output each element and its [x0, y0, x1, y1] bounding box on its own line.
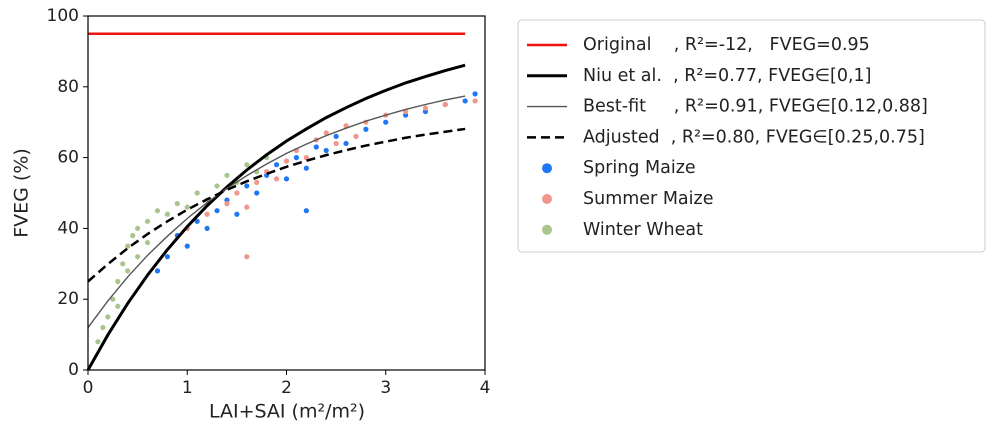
scatter-point: [100, 324, 106, 331]
x-tick-label: 4: [480, 378, 491, 398]
scatter-point: [273, 162, 280, 168]
scatter-point: [303, 208, 309, 214]
scatter-point: [130, 232, 136, 239]
scatter-point: [164, 211, 170, 217]
scatter-point: [184, 243, 190, 249]
scatter-point: [254, 179, 260, 185]
legend-label: Summer Maize: [583, 189, 713, 209]
scatter-point: [422, 105, 429, 111]
scatter-point: [343, 140, 349, 147]
y-tick-label: 20: [57, 289, 79, 309]
scatter-point: [164, 254, 170, 260]
legend-label: Spring Maize: [583, 158, 696, 178]
legend-label: Original , R²=-12, FVEG=0.95: [583, 35, 870, 55]
x-tick-label: 0: [83, 378, 94, 398]
fit-line: [87, 95, 466, 328]
scatter-point: [323, 130, 329, 136]
y-tick-label: 100: [47, 6, 79, 26]
scatter-point: [363, 126, 369, 132]
fit-line: [87, 127, 466, 283]
scatter-point: [234, 190, 240, 196]
legend-marker: [542, 194, 552, 204]
scatter-point: [283, 176, 290, 182]
y-tick-label: 40: [57, 218, 79, 238]
scatter-point: [333, 140, 339, 147]
legend-marker: [542, 163, 552, 174]
scatter-point: [224, 172, 230, 178]
legend-box: [517, 19, 986, 253]
scatter-point: [110, 296, 116, 302]
scatter-point: [323, 147, 329, 154]
y-tick-label: 80: [57, 77, 79, 97]
scatter-point: [214, 183, 220, 189]
scatter-point: [313, 144, 319, 150]
y-tick-label: 0: [68, 360, 79, 380]
scatter-point: [144, 239, 151, 246]
scatter-point: [120, 261, 126, 267]
scatter-point: [442, 101, 448, 108]
scatter-point: [204, 211, 210, 217]
scatter-point: [283, 158, 290, 164]
scatter-point: [214, 208, 220, 214]
scatter-point: [204, 225, 210, 231]
x-tick-label: 1: [182, 378, 193, 398]
scatter-point: [244, 162, 250, 168]
scatter-point: [462, 98, 468, 104]
x-tick-label: 3: [380, 378, 391, 398]
scatter-point: [234, 211, 240, 217]
scatter-point: [303, 165, 309, 171]
x-axis-label: LAI+SAI (m²/m²): [209, 401, 365, 423]
scatter-point: [353, 133, 359, 139]
scatter-point: [303, 155, 309, 161]
scatter-point: [383, 119, 389, 125]
scatter-point: [125, 268, 131, 274]
scatter-point: [273, 176, 280, 182]
x-tick-label: 2: [281, 378, 292, 398]
scatter-point: [472, 91, 478, 97]
scatter-point: [115, 303, 121, 309]
plot-frame: [87, 15, 486, 371]
y-tick-label: 60: [57, 148, 79, 168]
scatter-point: [115, 278, 121, 285]
scatter-point: [472, 98, 478, 104]
scatter-point: [293, 155, 300, 161]
scatter-point: [135, 225, 141, 231]
scatter-point: [125, 243, 131, 249]
legend-label: Best-fit , R²=0.91, FVEG∈[0.12,0.88]: [583, 97, 928, 117]
scatter-point: [254, 190, 260, 196]
scatter-point: [224, 201, 230, 207]
scatter-point: [194, 218, 200, 224]
legend-label: Winter Wheat: [583, 220, 703, 240]
scatter-point: [144, 218, 151, 224]
scatter-point: [184, 204, 190, 210]
scatter-point: [135, 254, 141, 260]
fit-line: [86, 63, 466, 371]
legend-marker: [542, 224, 552, 235]
scatter-point: [244, 254, 250, 260]
scatter-point: [333, 133, 339, 139]
scatter-point: [244, 204, 250, 210]
scatter-point: [174, 201, 180, 207]
legend-label: Niu et al. , R²=0.77, FVEG∈[0,1]: [583, 66, 872, 86]
scatter-point: [154, 268, 161, 274]
legend-label: Adjusted , R²=0.80, FVEG∈[0.25,0.75]: [583, 127, 925, 147]
scatter-point: [154, 208, 161, 214]
scatter-point: [105, 314, 111, 320]
y-axis-label: FVEG (%): [11, 148, 33, 238]
scatter-point: [244, 183, 250, 189]
scatter-point: [194, 190, 200, 196]
scatter-point: [95, 339, 101, 345]
